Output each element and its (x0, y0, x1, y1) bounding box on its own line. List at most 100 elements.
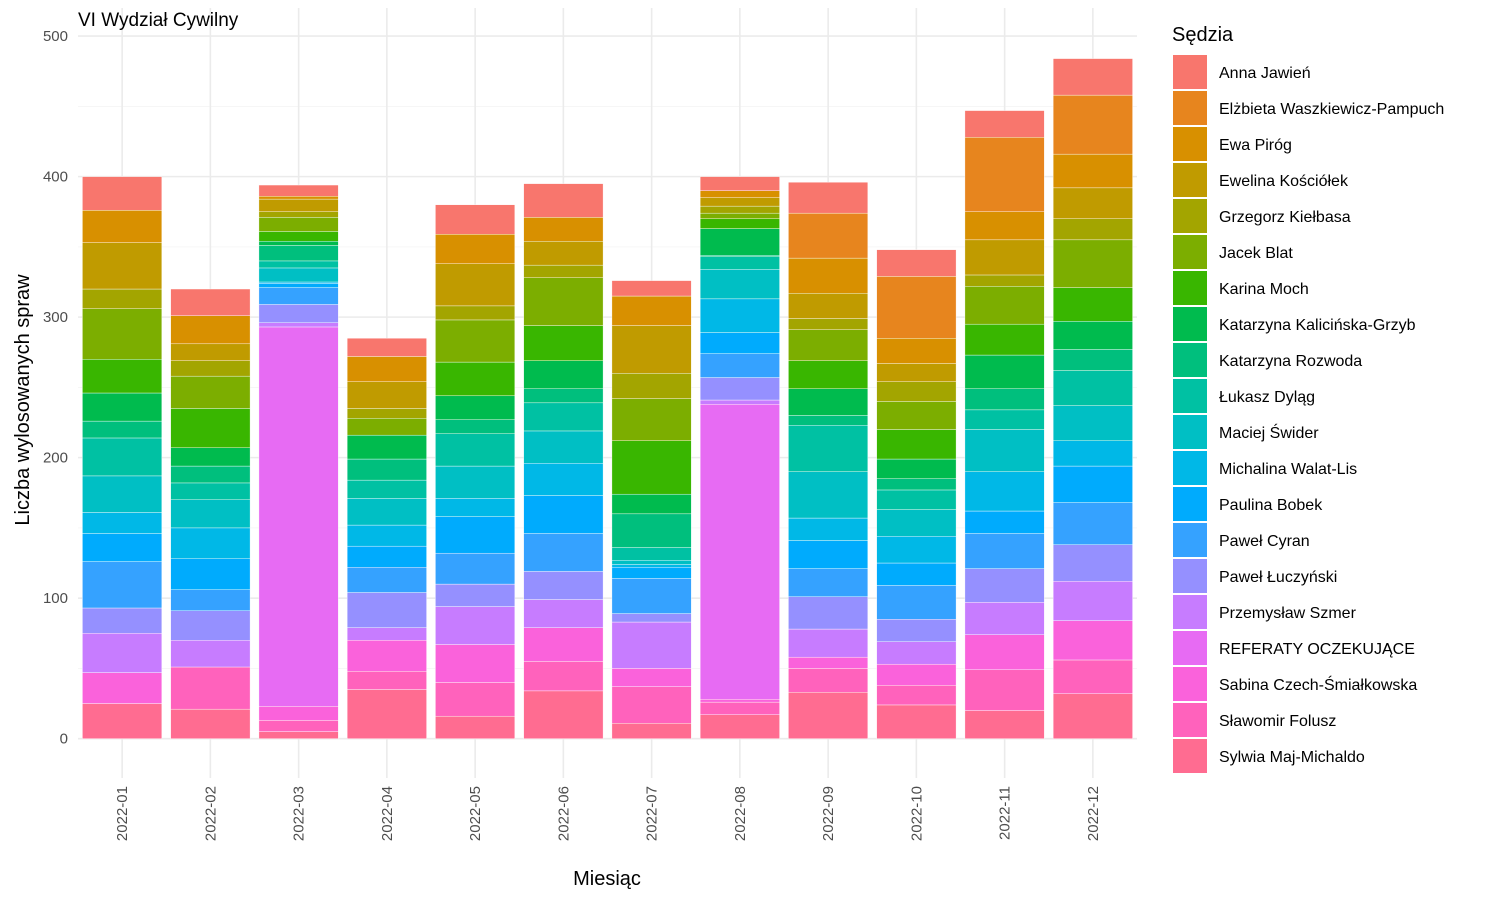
bar-segment: Katarzyna Kalicińska-Grzyb 2022-05: 17 (435, 395, 516, 420)
legend-swatch (1173, 631, 1207, 665)
bar-segment: Michalina Walat-Lis 2022-06: 23 (523, 463, 604, 496)
bar-segment: Elżbieta Waszkiewicz-Pampuch 2022-10: 44 (876, 276, 957, 339)
bar-segment: Ewa Piróg 2022-03: 2 (258, 196, 339, 200)
bar-segment: Katarzyna Rozwoda 2022-12: 15 (1052, 349, 1133, 371)
bar-segment: Karina Moch 2022-05: 24 (435, 361, 516, 397)
bar-segment: Paweł Cyran 2022-04: 18 (346, 567, 427, 593)
bar-segment: Jacek Blat 2022-09: 22 (788, 329, 869, 361)
bar-segment: Katarzyna Rozwoda 2022-03: 11 (258, 245, 339, 262)
bar-stack-2022-06: Sylwia Maj-Michaldo 2022-06: 34Sławomir … (523, 183, 604, 739)
bar-segment: Sławomir Folusz 2022-05: 24 (435, 682, 516, 717)
x-axis: 2022-01 2022-02 2022-03 2022-04 2022-05 2022-… (114, 786, 1102, 841)
bar-stack-2022-10: Sylwia Maj-Michaldo 2022-10: 24Sławomir … (876, 249, 957, 739)
bar-segment: Sławomir Folusz 2022-07: 26 (611, 686, 692, 724)
bar-segment: Ewelina Kościółek 2022-07: 34 (611, 325, 692, 374)
bar-segment: Przemysław Szmer 2022-10: 16 (876, 641, 957, 665)
legend-label: Sławomir Folusz (1219, 713, 1336, 730)
bar-segment: Sabina Czech-Śmiałkowska 2022-01: 22 (82, 672, 163, 704)
legend-label: REFERATY OCZEKUJĄCE (1219, 641, 1415, 658)
legend-label: Sabina Czech-Śmiałkowska (1219, 675, 1417, 694)
bar-segment: Elżbieta Waszkiewicz-Pampuch 2022-09: 32 (788, 212, 869, 259)
legend-swatch (1173, 199, 1207, 233)
bar-segment: Katarzyna Kalicińska-Grzyb 2022-01: 20 (82, 392, 163, 422)
bar-segment: Katarzyna Rozwoda 2022-10: 8 (876, 478, 957, 491)
bar-segment: Michalina Walat-Lis 2022-03: 1 (258, 281, 339, 284)
bar-segment: Ewa Piróg 2022-10: 18 (876, 338, 957, 364)
bar-segment: Jacek Blat 2022-01: 36 (82, 308, 163, 360)
legend-swatch (1173, 487, 1207, 521)
bar-segment: Maciej Świder 2022-10: 19 (876, 509, 957, 537)
legend-swatch (1173, 55, 1207, 89)
bar-segment: Jacek Blat 2022-10: 20 (876, 401, 957, 430)
bar-segment: Katarzyna Kalicińska-Grzyb 2022-08: 19 (699, 228, 780, 256)
bar-segment: Anna Jawień 2022-05: 21 (435, 204, 516, 235)
bar-segment: Katarzyna Rozwoda 2022-05: 10 (435, 419, 516, 434)
bar-segment: Sabina Czech-Śmiałkowska 2022-11: 25 (964, 634, 1045, 671)
bar-stack-2022-11: Sylwia Maj-Michaldo 2022-11: 20Sławomir … (964, 110, 1045, 739)
bar-segment: Katarzyna Rozwoda 2022-11: 15 (964, 388, 1045, 411)
bar-segment: Ewa Piróg 2022-01: 23 (82, 210, 163, 243)
bar-segment: Maciej Świder 2022-04: 19 (346, 498, 427, 526)
bar-segment: Anna Jawień 2022-04: 13 (346, 338, 427, 357)
bar-segment: Ewelina Kościółek 2022-06: 17 (523, 241, 604, 266)
x-tick-label: 2022-04 (379, 786, 396, 841)
bar-segment: Sylwia Maj-Michaldo 2022-11: 20 (964, 710, 1045, 739)
legend-label: Paweł Cyran (1219, 533, 1310, 550)
bar-segment: Grzegorz Kiełbasa 2022-06: 9 (523, 264, 604, 278)
x-tick-label: 2022-01 (114, 786, 131, 841)
bar-segment: Katarzyna Rozwoda 2022-07: 24 (611, 513, 692, 548)
bar-segment: Paweł Łuczyński 2022-05: 16 (435, 583, 516, 607)
bar-segment: Paweł Cyran 2022-02: 15 (170, 589, 251, 611)
bar-stack-2022-05: Sylwia Maj-Michaldo 2022-05: 16Sławomir … (435, 204, 516, 739)
bar-segment: Przemysław Szmer 2022-04: 9 (346, 627, 427, 641)
bar-segment: Karina Moch 2022-06: 25 (523, 325, 604, 361)
y-axis-title: Liczba wylosowanych spraw (12, 274, 34, 526)
bar-segment: Przemysław Szmer 2022-12: 28 (1052, 581, 1133, 621)
bar-segment: Maciej Świder 2022-08: 21 (699, 269, 780, 300)
bar-segment: Sabina Czech-Śmiałkowska 2022-05: 27 (435, 644, 516, 683)
legend-label: Jacek Blat (1219, 245, 1293, 262)
bar-segment: Anna Jawień 2022-09: 22 (788, 182, 869, 214)
bar-segment: Jacek Blat 2022-04: 12 (346, 418, 427, 436)
bar-segment: Maciej Świder 2022-07: 3 (611, 560, 692, 565)
legend-item: Ewelina Kościółek (1173, 163, 1349, 197)
legend-label: Karina Moch (1219, 281, 1309, 298)
bar-segment: Sławomir Folusz 2022-04: 13 (346, 671, 427, 690)
bar-segment: Łukasz Dyląg 2022-02: 12 (170, 482, 251, 500)
bar-segment: Jacek Blat 2022-02: 23 (170, 375, 251, 409)
bar-segment: Maciej Świder 2022-02: 20 (170, 499, 251, 529)
bar-segment: Ewa Piróg 2022-02: 20 (170, 315, 251, 345)
bar-segment: Paweł Cyran 2022-06: 27 (523, 533, 604, 572)
bar-segment: Paulina Bobek 2022-07: 8 (611, 567, 692, 579)
bar-segment: Paweł Łuczyński 2022-04: 25 (346, 592, 427, 628)
bar-segment: Katarzyna Rozwoda 2022-01: 12 (82, 420, 163, 439)
legend-swatch (1173, 559, 1207, 593)
bar-segment: Paweł Łuczyński 2022-03: 13 (258, 304, 339, 323)
bar-segment: Grzegorz Kiełbasa 2022-11: 8 (964, 274, 1045, 287)
bar-segment: Maciej Świder 2022-11: 30 (964, 429, 1045, 472)
bar-segment: Paweł Cyran 2022-08: 17 (699, 353, 780, 378)
bar-segment: Paulina Bobek 2022-09: 20 (788, 540, 869, 569)
bar-segment: Katarzyna Kalicińska-Grzyb 2022-03: 3 (258, 241, 339, 246)
legend-swatch (1173, 379, 1207, 413)
bar-segment: Sławomir Folusz 2022-10: 14 (876, 685, 957, 706)
x-tick-label: 2022-06 (555, 786, 572, 841)
bar-segment: Sławomir Folusz 2022-08: 9 (699, 701, 780, 715)
bar-segment: Sławomir Folusz 2022-06: 21 (523, 661, 604, 692)
legend-label: Maciej Świder (1219, 423, 1319, 442)
bar-segment: Ewa Piróg 2022-06: 17 (523, 217, 604, 242)
bar-segment: Ewa Piróg 2022-04: 18 (346, 356, 427, 382)
legend-swatch (1173, 307, 1207, 341)
bar-segment: Sylwia Maj-Michaldo 2022-02: 21 (170, 708, 251, 739)
bar-segment: Ewa Piróg 2022-08: 5 (699, 190, 780, 198)
bar-segment: REFERATY OCZEKUJĄCE 2022-03: 270 (258, 326, 339, 707)
bar-segment: Anna Jawień 2022-06: 24 (523, 183, 604, 218)
bar-segment: Michalina Walat-Lis 2022-07: 2 (611, 564, 692, 568)
bar-segment: Maciej Świder 2022-01: 26 (82, 475, 163, 513)
legend-item: Sławomir Folusz (1173, 703, 1336, 737)
bar-stack-2022-07: Sylwia Maj-Michaldo 2022-07: 11Sławomir … (611, 280, 692, 739)
bar-segment: Sylwia Maj-Michaldo 2022-08: 17 (699, 714, 780, 739)
legend-item: Katarzyna Kalicińska-Grzyb (1173, 307, 1416, 341)
legend-label: Ewa Piróg (1219, 137, 1292, 154)
